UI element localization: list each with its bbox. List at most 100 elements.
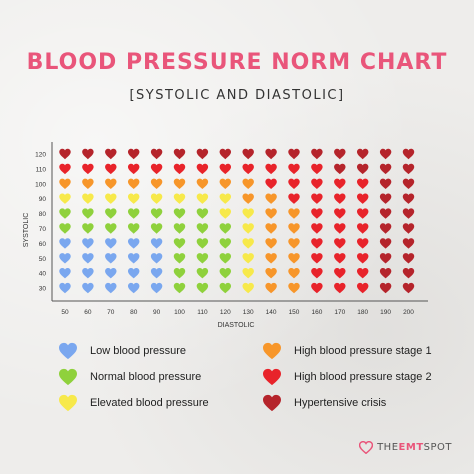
heart-point-crisis xyxy=(265,148,277,160)
chart-axes: SYSTOLIC DIASTOLIC xyxy=(23,142,428,329)
heart-point-normal xyxy=(219,253,232,264)
heart-point-stage2 xyxy=(173,163,186,175)
heart-point-stage2 xyxy=(356,282,369,294)
heart-point-stage1 xyxy=(242,193,254,204)
heart-point-stage2 xyxy=(311,238,323,249)
heart-point-crisis xyxy=(379,223,392,234)
heart-point-normal xyxy=(127,223,140,234)
x-tick-label: 110 xyxy=(197,309,208,316)
logo-suffix: SPOT xyxy=(423,442,452,453)
heart-point-stage2 xyxy=(311,208,323,219)
heart-point-crisis xyxy=(379,282,392,294)
heart-grid xyxy=(59,148,415,294)
heart-point-low xyxy=(150,268,163,279)
heart-point-stage2 xyxy=(356,193,369,204)
heart-point-low xyxy=(150,282,163,294)
legend-item-stage1: High blood pressure stage 1 xyxy=(262,342,432,360)
heart-point-stage1 xyxy=(265,208,277,219)
heart-point-stage2 xyxy=(356,178,369,189)
heart-point-low xyxy=(150,253,163,264)
heart-point-crisis xyxy=(334,163,346,175)
heart-point-elevated xyxy=(150,193,163,204)
heart-point-normal xyxy=(196,268,209,279)
heart-point-stage1 xyxy=(265,238,277,249)
y-tick-label: 100 xyxy=(35,181,46,188)
logo-bold: EMT xyxy=(398,442,424,453)
heart-point-stage1 xyxy=(288,208,300,219)
heart-icon xyxy=(59,342,77,360)
heart-point-normal xyxy=(59,208,71,219)
heart-point-crisis xyxy=(196,148,209,160)
heart-point-normal xyxy=(173,238,186,249)
heart-point-normal xyxy=(173,208,186,219)
heart-point-elevated xyxy=(242,268,254,279)
heart-point-stage2 xyxy=(196,163,209,175)
heart-point-stage2 xyxy=(334,253,346,264)
x-tick-label: 150 xyxy=(289,309,300,316)
heart-point-stage1 xyxy=(265,193,277,204)
heart-point-stage2 xyxy=(334,282,346,294)
heart-point-crisis xyxy=(173,148,186,160)
x-tick-labels: 50 60 70 80 90 100 110 120 130 140 150 160 170 180 190… xyxy=(61,309,414,316)
heart-point-crisis xyxy=(379,253,392,264)
heart-point-crisis xyxy=(59,148,71,160)
heart-point-stage1 xyxy=(219,178,232,189)
x-tick-label: 140 xyxy=(266,309,277,316)
legend-item-stage2: High blood pressure stage 2 xyxy=(262,368,432,386)
heart-point-crisis xyxy=(219,148,232,160)
heart-point-normal xyxy=(82,223,94,234)
heart-point-stage2 xyxy=(105,163,117,175)
heart-point-crisis xyxy=(402,282,415,294)
heart-point-stage1 xyxy=(105,178,117,189)
heart-point-stage2 xyxy=(311,282,323,294)
heart-point-crisis xyxy=(379,193,392,204)
x-tick-label: 70 xyxy=(107,309,115,316)
heart-point-normal xyxy=(196,238,209,249)
legend-item-normal: Normal blood pressure xyxy=(58,368,201,386)
heart-icon xyxy=(59,394,77,412)
heart-point-low xyxy=(105,238,117,249)
heart-point-normal xyxy=(196,253,209,264)
heart-point-normal xyxy=(173,268,186,279)
heart-point-stage2 xyxy=(288,163,300,175)
legend-label: Hypertensive crisis xyxy=(294,397,387,409)
heart-point-stage2 xyxy=(265,178,277,189)
heart-point-normal xyxy=(219,282,232,294)
heart-point-normal xyxy=(219,268,232,279)
heart-logo-icon xyxy=(359,441,374,454)
heart-point-normal xyxy=(173,223,186,234)
x-tick-label: 80 xyxy=(130,309,138,316)
heart-point-elevated xyxy=(82,193,94,204)
heart-point-normal xyxy=(82,208,94,219)
y-tick-label: 80 xyxy=(39,211,47,218)
heart-point-stage1 xyxy=(173,178,186,189)
heart-point-stage1 xyxy=(242,178,254,189)
heart-point-stage1 xyxy=(265,282,277,294)
y-tick-label: 50 xyxy=(39,256,47,263)
heart-point-stage2 xyxy=(356,268,369,279)
heart-point-elevated xyxy=(196,193,209,204)
heart-point-stage2 xyxy=(150,163,163,175)
heart-point-elevated xyxy=(242,238,254,249)
heart-point-stage2 xyxy=(127,163,140,175)
x-tick-label: 90 xyxy=(153,309,161,316)
heart-point-stage2 xyxy=(288,178,300,189)
legend-item-low: Low blood pressure xyxy=(58,342,186,360)
heart-point-stage1 xyxy=(288,268,300,279)
y-tick-label: 30 xyxy=(39,286,47,293)
heart-icon xyxy=(263,368,281,386)
heart-point-low xyxy=(59,268,71,279)
heart-point-elevated xyxy=(242,208,254,219)
heart-point-stage1 xyxy=(288,282,300,294)
heart-point-stage2 xyxy=(311,193,323,204)
heart-point-stage2 xyxy=(311,253,323,264)
heart-point-crisis xyxy=(379,163,392,175)
heart-point-stage1 xyxy=(127,178,140,189)
heart-point-crisis xyxy=(402,253,415,264)
heart-icon xyxy=(59,368,77,386)
heart-point-stage2 xyxy=(356,238,369,249)
heart-point-stage2 xyxy=(311,268,323,279)
legend-label: Elevated blood pressure xyxy=(90,397,209,409)
heart-point-stage1 xyxy=(288,223,300,234)
heart-icon xyxy=(263,342,281,360)
